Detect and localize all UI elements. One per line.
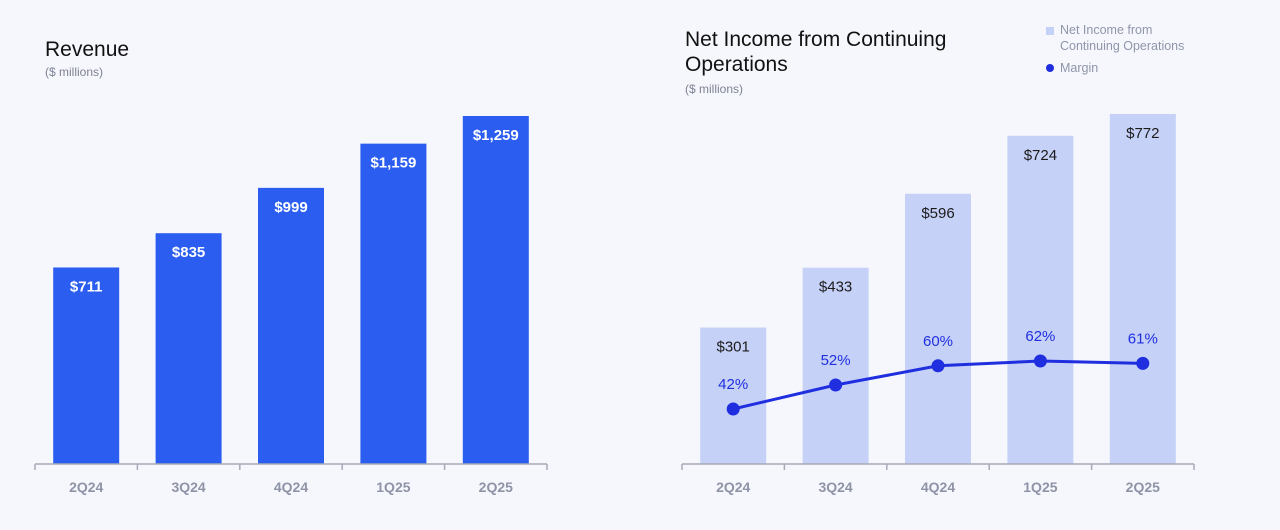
revenue-data-label-1q25: $1,159 [370, 155, 416, 172]
x-tick-label-4q24: 4Q24 [274, 479, 308, 495]
net-income-data-label-2q25: $772 [1126, 125, 1159, 142]
legend-swatch-net-income [1046, 27, 1054, 35]
net-income-subtitle: ($ millions) [685, 82, 744, 96]
net-income-bar-4q24 [905, 193, 971, 465]
net-income-bar-3q24 [802, 267, 869, 464]
legend-swatch-margin [1046, 64, 1054, 72]
net-income-bar-2q25 [1109, 114, 1176, 464]
net-income-data-label-4q24: $596 [921, 205, 954, 222]
chart-legend: Net Income from Continuing Operations Ma… [1046, 22, 1210, 82]
net-income-data-label-1q25: $724 [1024, 147, 1057, 164]
legend-item-margin: Margin [1046, 60, 1210, 76]
margin-point-4q24 [931, 359, 945, 373]
revenue-bar-1q25 [360, 143, 427, 464]
x-tick-label-2q25: 2Q25 [1126, 479, 1160, 495]
revenue-subtitle: ($ millions) [45, 65, 104, 79]
revenue-data-label-2q24: $711 [70, 278, 103, 295]
x-tick-label-3q24: 3Q24 [818, 479, 852, 495]
revenue-data-label-3q24: $835 [172, 244, 205, 261]
margin-point-2q25 [1136, 356, 1150, 370]
x-tick-label-2q24: 2Q24 [69, 479, 103, 495]
margin-data-label-2q24: 42% [718, 376, 748, 393]
margin-data-label-1q25: 62% [1025, 328, 1055, 345]
net-income-title: Net Income from Continuing Operations [685, 28, 947, 76]
margin-point-1q25 [1033, 354, 1047, 368]
x-tick-label-4q24: 4Q24 [921, 479, 955, 495]
revenue-chart: $711 $835 $999 $1,159 $1,259 2Q24 3Q24 4Q24 1Q25… [34, 116, 548, 495]
revenue-data-label-2q25: $1,259 [473, 127, 519, 144]
revenue-bar-2q24 [53, 267, 120, 464]
margin-point-2q24 [726, 402, 740, 416]
x-tick-label-1q25: 1Q25 [376, 479, 410, 495]
margin-data-label-3q24: 52% [821, 352, 851, 369]
net-income-chart: $301 $433 $596 $724 $772 42% 52% 60% 62% 61% 2Q24 3… [681, 114, 1195, 495]
margin-point-3q24 [829, 378, 843, 392]
legend-label-net-income: Net Income from Continuing Operations [1060, 23, 1185, 53]
margin-data-label-4q24: 60% [923, 333, 953, 350]
revenue-bar-3q24 [155, 233, 222, 464]
legend-item-net-income: Net Income from Continuing Operations [1046, 22, 1210, 54]
net-income-bar-1q25 [1007, 135, 1074, 464]
net-income-bar-2q24 [700, 327, 767, 464]
revenue-bar-4q24 [258, 187, 324, 464]
x-tick-label-2q24: 2Q24 [716, 479, 750, 495]
x-tick-label-3q24: 3Q24 [171, 479, 205, 495]
revenue-title: Revenue [45, 38, 130, 61]
revenue-panel: Revenue ($ millions) $711 $835 $999 $1,159 $… [0, 0, 600, 530]
net-income-data-label-3q24: $433 [819, 279, 852, 296]
legend-label-margin: Margin [1060, 61, 1099, 75]
revenue-bar-2q25 [462, 116, 529, 464]
net-income-data-label-2q24: $301 [717, 339, 750, 356]
revenue-data-label-4q24: $999 [274, 199, 307, 216]
x-tick-label-2q25: 2Q25 [479, 479, 513, 495]
x-tick-label-1q25: 1Q25 [1023, 479, 1057, 495]
margin-data-label-2q25: 61% [1128, 330, 1158, 347]
net-income-panel: Net Income from Continuing Operations ($… [640, 0, 1280, 530]
